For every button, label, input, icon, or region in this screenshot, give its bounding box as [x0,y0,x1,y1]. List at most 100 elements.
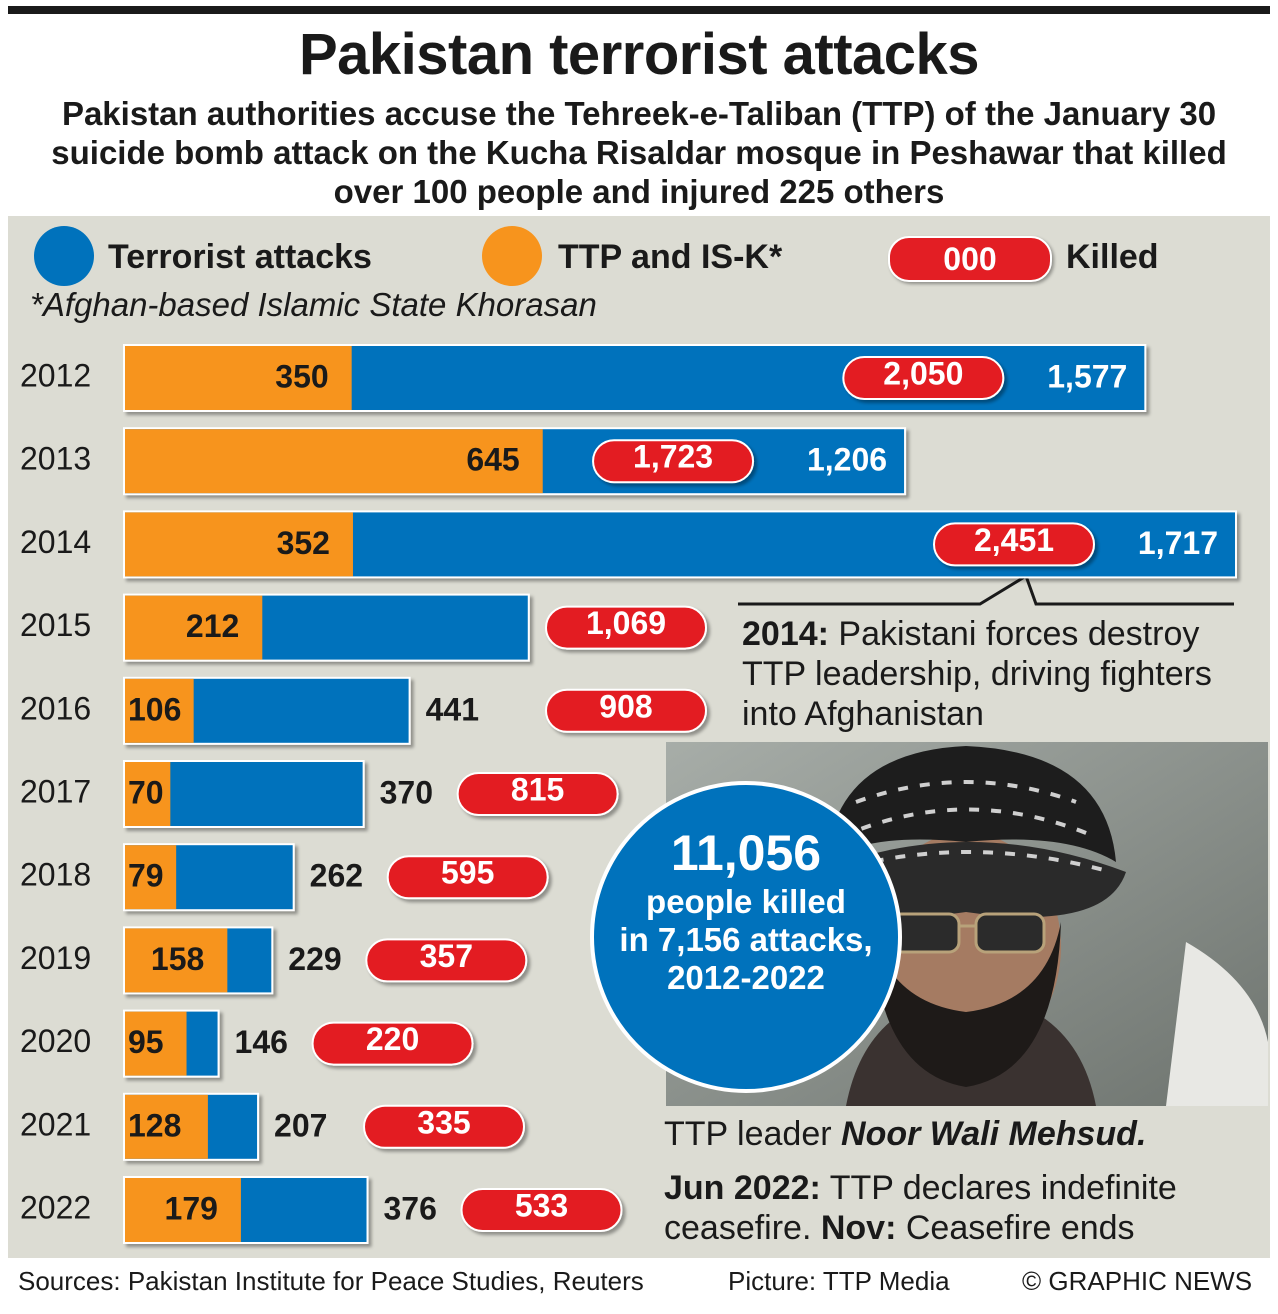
ttp-value-2013: 645 [466,442,519,478]
ttp-bar-2012 [125,346,352,410]
year-label-2017: 2017 [20,773,91,809]
year-label-2012: 2012 [20,357,91,393]
killed-value-2017: 815 [511,771,564,807]
attacks-value-2019: 229 [288,941,341,977]
ttp-bar-2020 [125,1011,187,1076]
year-label-2013: 2013 [20,441,91,477]
footer-sources: Sources: Pakistan Institute for Peace St… [18,1266,644,1296]
ttp-bar-2015 [125,595,263,660]
annotation-2022-text2: ceasefire. [664,1209,821,1247]
page-subtitle: Pakistan authorities accuse the Tehreek-… [51,95,1227,210]
footer-copyright: © GRAPHIC NEWS [1022,1266,1253,1296]
year-label-2014: 2014 [20,524,91,560]
killed-value-2016: 908 [599,688,652,724]
footer-picture-credit: Picture: TTP Media [728,1266,950,1296]
annotation-2022-text1: TTP declares indefinite [820,1169,1177,1207]
annotation-2014-line3: into Afghanistan [742,695,984,733]
annotation-2022-text3: Ceasefire ends [896,1209,1135,1247]
legend-attacks-swatch [34,226,94,286]
year-label-2019: 2019 [20,940,91,976]
annotation-2014-leader [738,573,1234,606]
killed-value-2015: 1,069 [586,605,666,641]
killed-pill-2022 [460,1188,623,1232]
attacks-value-2012: 1,577 [1047,358,1127,394]
callout-line3: 2012-2022 [667,959,825,996]
ttp-value-2021: 128 [128,1107,181,1143]
ttp-bar-2014 [125,512,353,577]
killed-pill-2021 [363,1104,525,1149]
killed-value-2013: 1,723 [633,439,713,475]
callout-text: people killed in 7,156 attacks, 2012-202… [594,883,898,997]
killed-value-2022: 533 [515,1187,568,1223]
attacks-value-2014: 1,717 [1138,525,1218,561]
legend-killed-swatch: 000 [888,236,1052,282]
killed-pill-2013 [592,439,755,484]
killed-pill-2012 [842,356,1005,400]
ttp-bar-2013 [125,429,543,494]
annotation-2014-year: 2014: [742,615,829,653]
killed-pill-2014 [933,522,1095,567]
ttp-bar-2018 [125,845,177,910]
killed-pill-2015 [545,605,707,650]
annotation-2022-date2: Nov: [820,1209,897,1247]
killed-value-2020: 220 [366,1021,419,1057]
attacks-value-2020: 146 [235,1024,288,1060]
legend-attacks-label: Terrorist attacks [108,238,372,276]
killed-value-2012: 2,050 [883,355,963,391]
killed-pill-2020 [311,1021,474,1066]
legend-ttp-swatch [482,226,542,286]
attacks-value-2017: 370 [380,774,433,810]
year-label-2016: 2016 [20,690,91,726]
attacks-value-2021: 207 [274,1107,327,1143]
legend-killed-label: Killed [1066,238,1159,276]
ttp-value-2018: 79 [128,858,164,894]
callout-line2: in 7,156 attacks, [619,921,873,958]
annotation-2014-line2: TTP leadership, driving fighters [742,655,1212,693]
annotation-2022-date1: Jun 2022: [664,1169,821,1207]
annotation-2014: 2014: Pakistani forces destroy TTP leade… [742,614,1212,734]
legend-ttp-label: TTP and IS-K* [558,238,783,276]
ttp-bar-2019 [125,928,228,993]
ttp-value-2012: 350 [275,358,328,394]
ttp-bar-2021 [125,1094,208,1159]
killed-pill-2018 [386,855,549,900]
ttp-bar-2017 [125,762,171,826]
legend-footnote: *Afghan-based Islamic State Khorasan [30,286,597,323]
ttp-value-2015: 212 [186,608,239,644]
ttp-value-2019: 158 [151,941,204,977]
killed-value-2021: 335 [417,1104,470,1140]
top-rule [8,6,1270,14]
killed-pill-2016 [545,688,707,733]
caption-name: Noor Wali Mehsud. [841,1115,1147,1153]
ttp-value-2016: 106 [128,691,181,727]
ttp-bar-2022 [125,1178,241,1242]
killed-pill-2019 [365,938,528,983]
ttp-value-2022: 179 [165,1190,218,1226]
attacks-value-2018: 262 [310,858,363,894]
ttp-value-2014: 352 [277,525,330,561]
killed-value-2019: 357 [420,938,473,974]
attacks-value-2016: 441 [426,691,479,727]
killed-value-2018: 595 [441,855,494,891]
year-label-2020: 2020 [20,1023,91,1059]
annotation-2014-line1: Pakistani forces destroy [828,615,1200,653]
photo-caption: TTP leader Noor Wali Mehsud. [664,1114,1146,1154]
caption-prefix: TTP leader [664,1115,842,1153]
attacks-value-2013: 1,206 [807,442,887,478]
ttp-value-2020: 95 [128,1024,164,1060]
callout-line1: people killed [646,883,846,920]
page-title: Pakistan terrorist attacks [298,22,980,87]
killed-pill-2017 [456,772,619,816]
year-label-2018: 2018 [20,857,91,893]
year-label-2015: 2015 [20,607,91,643]
total-killed-callout: 11,056 people killed in 7,156 attacks, 2… [590,781,902,1093]
annotation-2022: Jun 2022: TTP declares indefinite ceasef… [664,1168,1177,1248]
ttp-value-2017: 70 [128,774,164,810]
callout-total: 11,056 [670,825,822,881]
year-label-2021: 2021 [20,1106,91,1142]
attacks-value-2022: 376 [384,1190,437,1226]
killed-value-2014: 2,451 [974,522,1054,558]
year-label-2022: 2022 [20,1189,91,1225]
ttp-bar-2016 [125,678,194,743]
